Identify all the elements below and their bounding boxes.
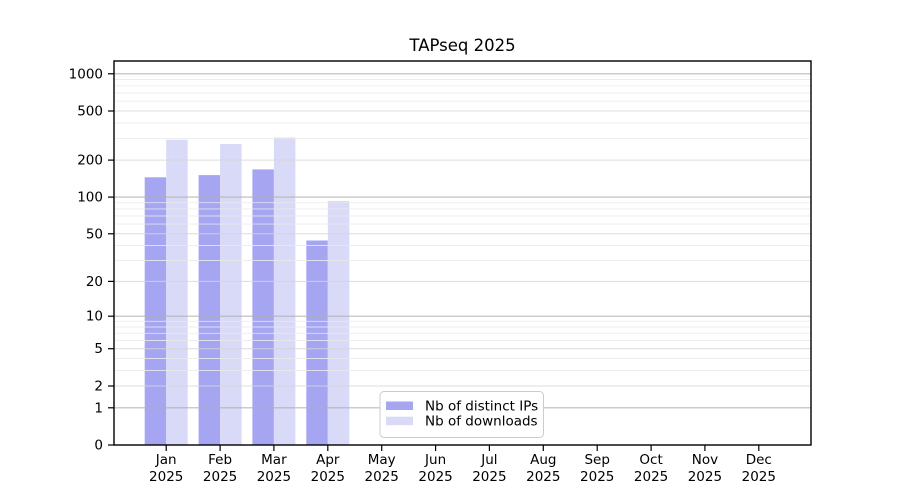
gridlines-layer [114,73,811,409]
x-tick-label-year: 2025 [526,469,560,485]
bar-downloads-mar [273,137,296,445]
x-tick-label-year: 2025 [418,469,452,485]
y-tick-label: 100 [77,190,103,206]
x-tick-label-month: Nov [692,452,718,468]
x-tick-label-year: 2025 [149,469,183,485]
x-tick-label-month: Jun [424,452,446,468]
x-tick-label-month: Apr [316,452,340,468]
x-tick-label-year: 2025 [311,469,345,485]
y-tick-label: 200 [77,153,103,169]
bars-layer [144,137,350,446]
x-tick-label-year: 2025 [472,469,506,485]
x-tick-label-month: Feb [208,452,232,468]
bar-downloads-apr [327,200,350,445]
x-axis: Jan2025Feb2025Mar2025Apr2025May2025Jun20… [149,445,776,485]
y-tick-label: 2 [94,379,103,395]
x-tick-label-month: Jul [480,452,497,468]
x-tick-label-month: Oct [639,452,662,468]
y-axis: 0 1 2 5 10 20 50 100 200 500 1000 [69,66,114,454]
x-tick-label-year: 2025 [257,469,291,485]
y-tick-label: 50 [86,226,103,242]
y-tick-label: 0 [94,438,103,454]
legend-swatch-distinct-ips [386,401,413,410]
x-tick-label-year: 2025 [688,469,722,485]
x-tick-label-month: Jan [155,452,177,468]
y-tick-label: 5 [94,341,103,357]
y-tick-label: 10 [86,309,103,325]
y-tick-label: 20 [86,274,103,290]
y-tick-label: 1 [94,400,103,416]
x-tick-label-month: Aug [530,452,556,468]
chart-title: TAPseq 2025 [408,36,515,55]
x-tick-label-month: Dec [746,452,772,468]
x-tick-label-year: 2025 [365,469,399,485]
x-tick-label-year: 2025 [580,469,614,485]
legend-label-downloads: Nb of downloads [425,414,538,430]
x-tick-label-year: 2025 [634,469,668,485]
x-tick-label-year: 2025 [742,469,776,485]
y-tick-label: 500 [77,104,103,120]
x-tick-label-year: 2025 [203,469,237,485]
bar-distinct-ips-apr [306,240,328,445]
bar-distinct-ips-mar [252,169,274,445]
bar-distinct-ips-feb [198,175,221,445]
legend-box [379,391,544,438]
x-tick-label-month: Mar [261,452,287,468]
y-tick-label: 1000 [69,66,103,82]
plot-border [113,60,812,446]
x-tick-label-month: May [368,452,396,468]
bar-downloads-feb [220,144,242,445]
x-tick-label-month: Sep [584,452,609,468]
legend-swatch-downloads [386,416,413,426]
bar-distinct-ips-jan [144,177,167,446]
bar-downloads-jan [166,139,188,445]
legend-label-distinct-ips: Nb of distinct IPs [425,399,538,415]
